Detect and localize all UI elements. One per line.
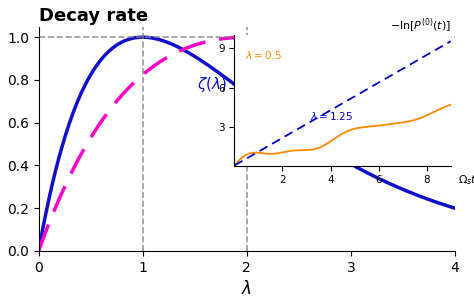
Text: $\zeta(\lambda)$: $\zeta(\lambda)$: [197, 75, 227, 94]
Text: Decay rate: Decay rate: [39, 7, 148, 25]
X-axis label: λ: λ: [242, 280, 252, 298]
Text: $\bar{\zeta}(\lambda)$: $\bar{\zeta}(\lambda)$: [268, 117, 298, 139]
